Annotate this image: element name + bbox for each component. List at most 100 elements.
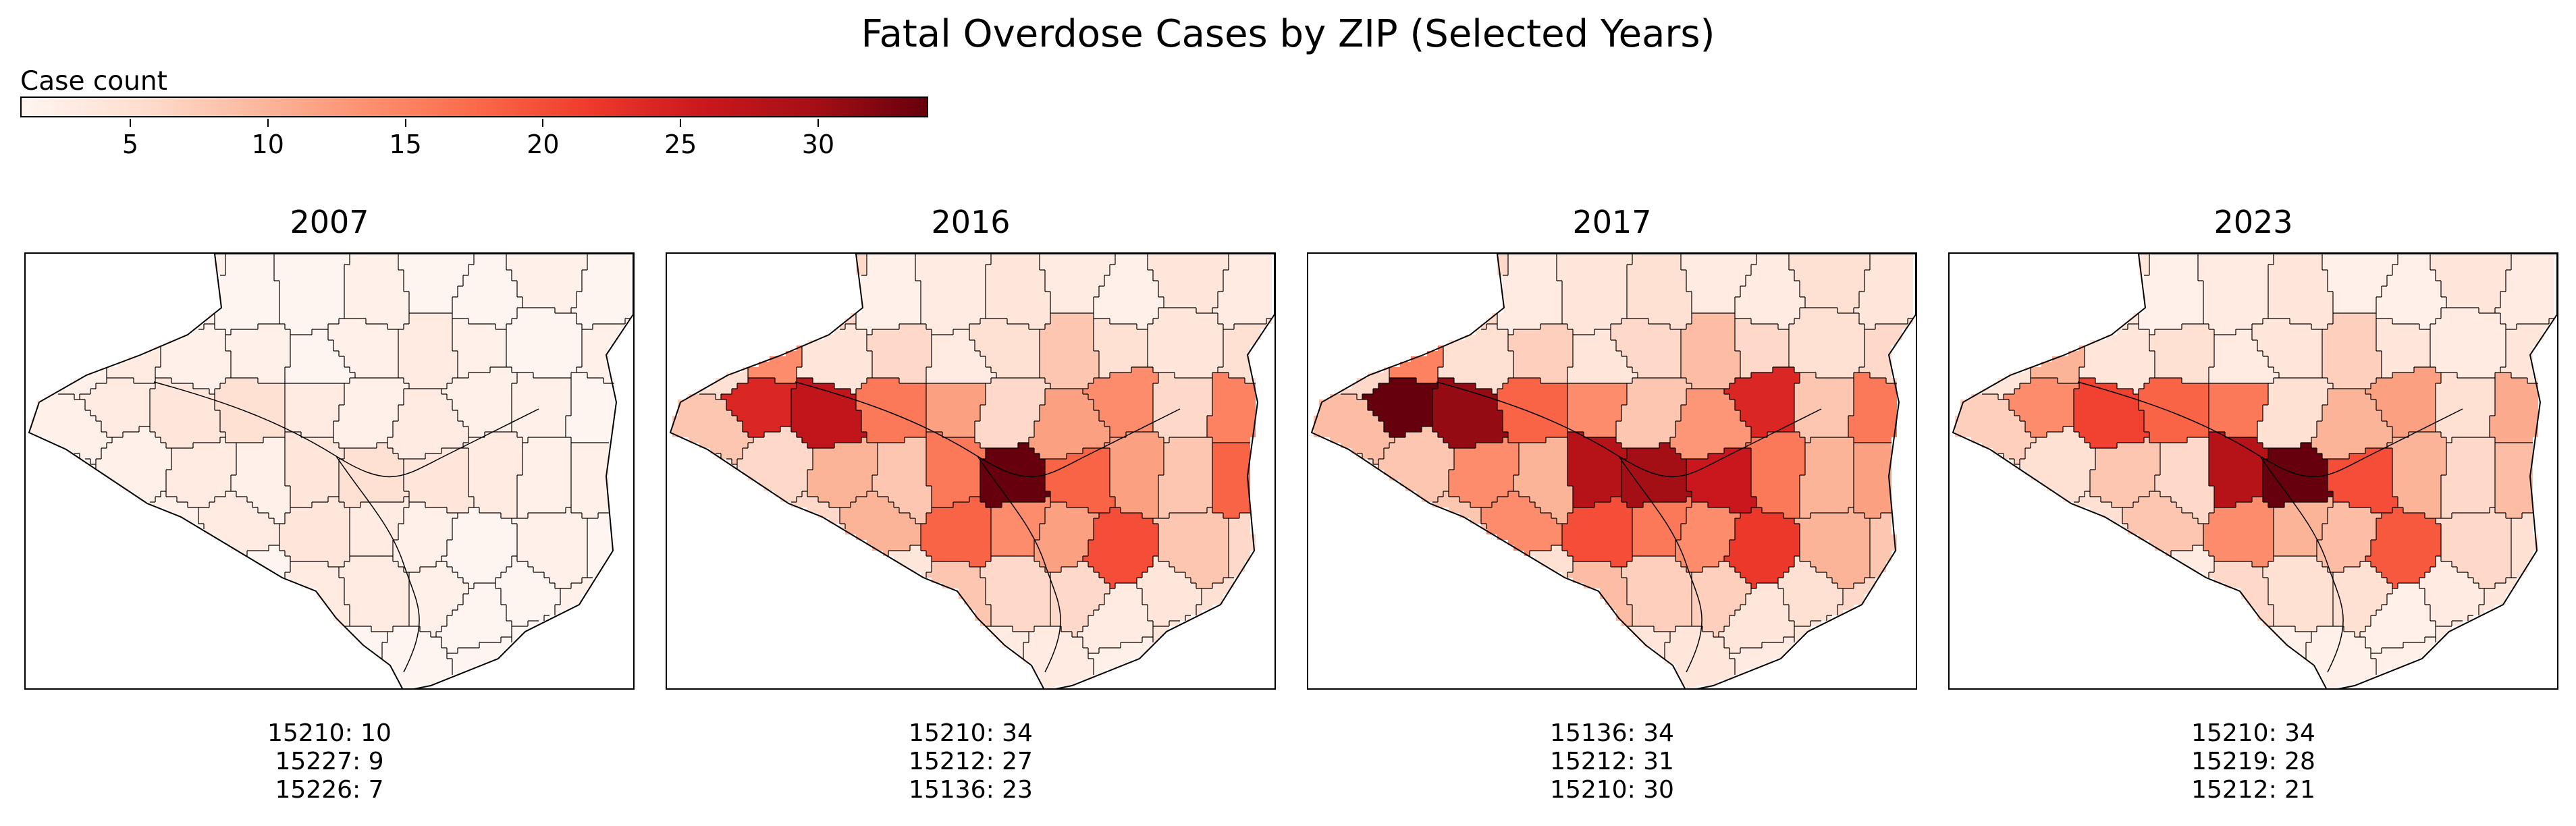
zip-region xyxy=(1859,319,1913,383)
zip-borders xyxy=(1982,254,2554,675)
top-zip-entry: 15212: 27 xyxy=(909,748,1033,775)
zip-region xyxy=(2387,432,2446,518)
zip-region xyxy=(393,502,458,572)
river-line xyxy=(336,456,420,673)
zip-region xyxy=(797,324,872,394)
zip-region xyxy=(58,367,107,400)
zip-region xyxy=(1508,324,1573,383)
zip-region xyxy=(1432,378,1508,448)
top-zip-list-2007: 15210: 10 15227: 9 15226: 7 xyxy=(24,719,635,804)
top-zip-entry: 15212: 21 xyxy=(2191,776,2315,804)
top-zip-entry: 15210: 34 xyxy=(909,719,1033,747)
zip-region xyxy=(969,319,1040,378)
zip-region xyxy=(2365,367,2441,437)
zip-region xyxy=(587,513,614,578)
zip-region xyxy=(2203,497,2274,567)
river-line xyxy=(2077,381,2463,478)
zip-region xyxy=(1029,389,1110,459)
colorbar-tick xyxy=(542,119,544,127)
choropleth-map-2016 xyxy=(666,252,1276,690)
zip-region xyxy=(737,426,813,502)
zip-region xyxy=(1567,329,1638,383)
zip-region xyxy=(2500,319,2554,383)
zip-region xyxy=(155,324,231,394)
zip-region xyxy=(1789,308,1864,378)
panel-title-2007: 2007 xyxy=(290,204,369,240)
zip-region xyxy=(506,308,582,378)
zip-region xyxy=(888,545,932,578)
river-line xyxy=(153,381,539,478)
zip-region xyxy=(791,378,867,448)
zip-region xyxy=(96,426,171,502)
zip-region xyxy=(1955,394,2036,464)
zip-region xyxy=(1621,443,1692,507)
zip-region xyxy=(571,254,630,329)
zip-region xyxy=(517,437,571,518)
zip-region xyxy=(926,383,986,437)
zip-region xyxy=(2306,626,2376,688)
zip-region xyxy=(1729,637,1794,675)
zip-region xyxy=(1837,578,1875,615)
zip-region xyxy=(1378,426,1454,502)
zip-region xyxy=(2376,254,2446,329)
zip-region xyxy=(921,497,991,567)
zip-region xyxy=(215,378,285,443)
river-line xyxy=(977,456,1061,673)
county-outline xyxy=(1952,254,2557,688)
zip-region xyxy=(247,545,290,578)
top-zip-entry: 15210: 30 xyxy=(1550,776,1674,804)
colorbar-tick-label: 5 xyxy=(122,130,139,159)
zip-region xyxy=(285,432,344,507)
zip-region xyxy=(506,254,587,313)
zip-region xyxy=(31,394,112,464)
zip-region xyxy=(1045,448,1115,513)
zip-region xyxy=(856,254,921,335)
zip-region xyxy=(975,378,1050,448)
zip-region xyxy=(1670,389,1751,459)
zip-region xyxy=(2020,426,2095,502)
zip-borders xyxy=(58,254,630,675)
top-zip-entry: 15210: 34 xyxy=(2191,719,2315,747)
zip-region xyxy=(571,443,609,518)
zip-region xyxy=(1681,313,1740,389)
zip-region xyxy=(2365,507,2441,588)
map-svg xyxy=(28,254,633,688)
zip-region xyxy=(1481,254,1508,329)
zip-region xyxy=(1616,378,1692,448)
zip-region xyxy=(1389,346,1443,383)
zip-region xyxy=(1848,373,1897,443)
zip-region xyxy=(1567,432,1627,507)
zip-region xyxy=(1083,507,1158,588)
zip-region xyxy=(350,497,409,556)
zip-region xyxy=(926,432,986,507)
zip-region xyxy=(1719,583,1794,653)
colorbar-tick-label: 10 xyxy=(251,130,284,159)
zip-region xyxy=(409,561,468,637)
zip-region xyxy=(807,437,878,507)
zip-region xyxy=(2371,637,2436,675)
zip-region xyxy=(231,437,290,524)
zip-region xyxy=(2430,254,2511,313)
zip-region xyxy=(166,437,236,507)
zip-region xyxy=(1362,378,1438,437)
zip-region xyxy=(404,448,474,513)
zip-region xyxy=(2090,437,2160,507)
river-line xyxy=(795,381,1181,478)
zip-region xyxy=(512,507,587,588)
zip-region xyxy=(1094,254,1164,329)
zip-region xyxy=(1207,373,1256,443)
zip-region xyxy=(926,329,996,383)
zip-region xyxy=(1023,626,1094,688)
zip-region xyxy=(1438,324,1513,394)
zip-region xyxy=(1094,319,1148,378)
zip-region xyxy=(2322,313,2382,389)
zip-region xyxy=(1794,373,1854,443)
zip-region xyxy=(1665,626,1735,688)
zip-region xyxy=(2268,254,2333,329)
river-line xyxy=(1436,381,1822,478)
zip-region xyxy=(1854,443,1891,518)
zip-region xyxy=(1794,507,1870,588)
zip-region xyxy=(285,329,355,383)
zip-region xyxy=(1724,367,1800,437)
colorbar xyxy=(20,97,928,117)
